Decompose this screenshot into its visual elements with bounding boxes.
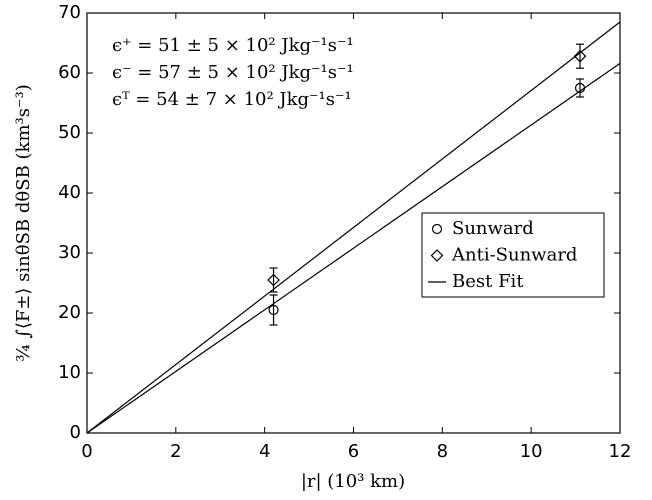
axes: 0 2 4 6 8 10 12 0 10 20 30 40 50 60 70 (58, 2, 631, 462)
y-axis-label: ¾ ∫⟨F±⟩ sinθSB dθSB (km³s⁻³) (13, 84, 34, 361)
y-tick-label: 40 (58, 182, 81, 203)
x-tick-label: 6 (348, 441, 359, 462)
x-tick-label: 10 (520, 441, 543, 462)
y-tick-label: 0 (70, 422, 81, 443)
y-tick-label: 50 (58, 122, 81, 143)
annotation: ϵᵀ = 54 ± 7 × 10² Jkg⁻¹s⁻¹ (112, 89, 352, 110)
legend-label: Sunward (452, 218, 534, 239)
y-tick-label: 20 (58, 302, 81, 323)
fit-line (86, 21, 621, 434)
x-tick-label: 4 (259, 441, 270, 462)
error-bar (576, 43, 585, 69)
x-tick-label: 2 (170, 441, 181, 462)
legend-box (421, 212, 605, 298)
error-bar (269, 294, 278, 326)
error-bar (576, 78, 585, 98)
error-bar (269, 267, 278, 293)
point (573, 49, 587, 63)
annotation: ϵ⁻ = 57 ± 5 × 10² Jkg⁻¹s⁻¹ (112, 62, 354, 83)
legend-marker (431, 223, 443, 235)
legend-marker (430, 249, 444, 262)
annotation: ϵ⁺ = 51 ± 5 × 10² Jkg⁻¹s⁻¹ (112, 35, 354, 56)
x-tick-label: 12 (609, 441, 632, 462)
x-axis-label: |r| (10³ km) (301, 471, 405, 492)
y-tick-label: 60 (58, 62, 81, 83)
legend-label: Anti-Sunward (451, 245, 577, 266)
point (268, 304, 279, 316)
y-tick-label: 30 (58, 242, 81, 263)
y-tick-label: 70 (58, 2, 81, 23)
x-tick-label: 8 (437, 441, 448, 462)
legend-label: Best Fit (452, 271, 524, 292)
fit-line (86, 62, 621, 434)
x-tick-label: 0 (81, 441, 92, 462)
y-tick-label: 10 (58, 362, 81, 383)
point (267, 273, 280, 287)
